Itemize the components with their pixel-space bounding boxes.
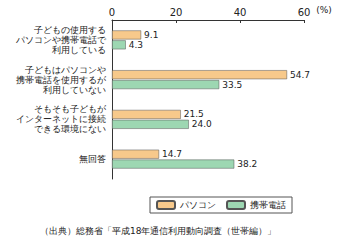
svg-text:携帯電話: 携帯電話 <box>250 200 286 210</box>
svg-text:33.5: 33.5 <box>222 80 242 90</box>
svg-text:子どもはパソコンや: 子どもはパソコンや <box>25 65 106 75</box>
svg-text:そもそも子どもが: そもそも子どもが <box>34 104 107 114</box>
svg-text:利用している: 利用している <box>52 45 106 55</box>
svg-text:40: 40 <box>234 7 247 18</box>
svg-text:(%): (%) <box>316 5 332 15</box>
svg-text:20: 20 <box>170 7 183 18</box>
svg-text:子どもの使用する: 子どもの使用する <box>34 25 106 35</box>
svg-text:24.0: 24.0 <box>192 119 212 129</box>
svg-text:利用していない: 利用していない <box>43 85 106 95</box>
svg-text:0: 0 <box>109 7 115 18</box>
svg-text:できる環境にない: できる環境にない <box>34 124 106 134</box>
svg-text:携帯電話を使用するが: 携帯電話を使用するが <box>16 75 107 85</box>
svg-text:21.5: 21.5 <box>184 109 204 119</box>
svg-text:14.7: 14.7 <box>162 149 182 159</box>
svg-text:60: 60 <box>298 7 311 18</box>
svg-text:無回答: 無回答 <box>79 154 106 164</box>
svg-text:パソコン: パソコン <box>179 200 216 210</box>
svg-text:インターネットに接続: インターネットに接続 <box>16 114 106 124</box>
svg-text:9.1: 9.1 <box>144 30 158 40</box>
svg-text:38.2: 38.2 <box>237 159 257 169</box>
svg-text:4.3: 4.3 <box>129 40 143 50</box>
svg-text:（出典）総務省「平成18年通信利用動向調査（世帯編）」: （出典）総務省「平成18年通信利用動向調査（世帯編）」 <box>40 226 276 236</box>
svg-text:54.7: 54.7 <box>290 70 310 80</box>
svg-text:パソコンや携帯電話で: パソコンや携帯電話で <box>15 35 107 45</box>
